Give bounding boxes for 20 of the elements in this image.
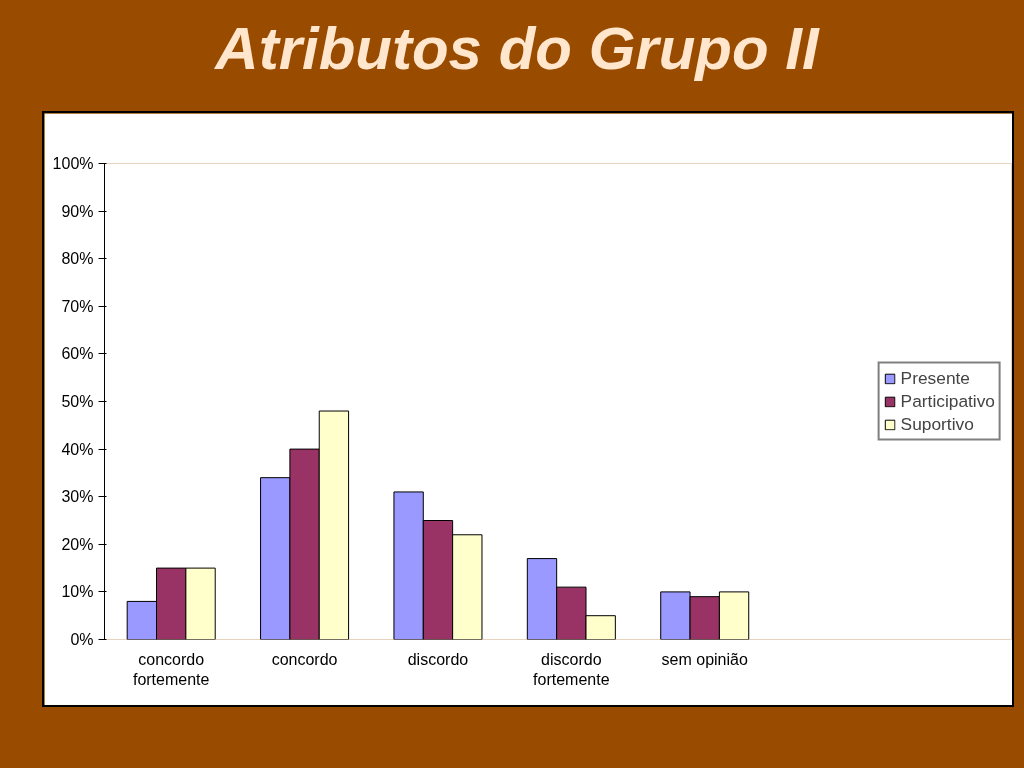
y-tick-label: 100% [52, 155, 94, 172]
y-tick-label: 50% [61, 393, 94, 410]
chart-title: Atributos do Grupo II [215, 14, 819, 84]
x-tick-label: concordo fortemente [132, 650, 210, 688]
y-tick-label: 20% [61, 535, 94, 553]
y-tick-label: 10% [61, 583, 94, 601]
legend-label: Participativo [900, 390, 995, 412]
y-tick-label: 60% [61, 345, 94, 363]
x-tick-label: discordo [407, 650, 469, 668]
y-tick-label: 80% [61, 250, 94, 268]
legend-label: Suportivo [900, 413, 974, 435]
x-tick-label: discordo fortemente [533, 650, 610, 688]
y-tick-label: 90% [61, 202, 94, 220]
x-tick-label: sem opinião [661, 650, 748, 668]
y-tick-label: 40% [61, 440, 94, 458]
y-tick-label: 70% [61, 297, 94, 315]
x-tick-label: concordo [271, 650, 338, 668]
y-tick-label: 0% [70, 631, 94, 648]
y-tick-label: 30% [61, 488, 94, 506]
legend-label: Presente [900, 367, 970, 389]
